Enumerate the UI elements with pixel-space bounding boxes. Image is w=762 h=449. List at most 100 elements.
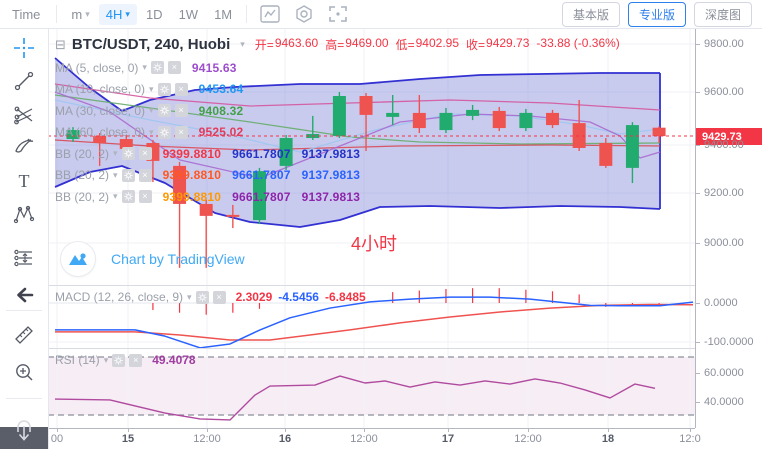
interval-m[interactable]: m ▾ bbox=[71, 6, 90, 22]
version-button[interactable]: 专业版 bbox=[627, 1, 686, 27]
rsi-legend: RSI (14) ▾ × 49.4078 bbox=[55, 353, 196, 367]
chevron-down-icon[interactable]: ▾ bbox=[113, 148, 118, 159]
indicator-label: BB (20, 2) bbox=[55, 146, 110, 161]
interval-1D[interactable]: 1D bbox=[145, 6, 163, 22]
chevron-down-icon: ▾ bbox=[85, 8, 90, 19]
indicator-label: MA (5, close, 0) bbox=[55, 60, 139, 75]
indicator-row: BB (20, 2) ▾ × 9399.8810 9661.7807 9137.9813 bbox=[55, 165, 360, 187]
xabcd-pattern-icon[interactable] bbox=[13, 204, 35, 226]
line-chart-icon[interactable] bbox=[259, 4, 281, 24]
undo-arrow-icon[interactable] bbox=[13, 284, 35, 306]
gear-icon[interactable] bbox=[195, 290, 209, 304]
close-icon[interactable]: × bbox=[138, 147, 152, 161]
chevron-down-icon[interactable]: ▾ bbox=[103, 354, 109, 365]
gann-fib-icon[interactable] bbox=[13, 104, 35, 126]
magnet-button[interactable] bbox=[0, 420, 48, 449]
close-icon[interactable]: × bbox=[212, 290, 226, 304]
drawing-toolbar: T bbox=[0, 28, 49, 449]
price-axis-label: 9600.00 bbox=[704, 86, 744, 98]
gear-icon[interactable] bbox=[121, 168, 135, 182]
fullscreen-icon[interactable] bbox=[327, 4, 349, 24]
close-icon[interactable]: × bbox=[167, 61, 181, 75]
close-icon[interactable]: × bbox=[174, 104, 188, 118]
rsi-label: RSI (14) bbox=[55, 353, 100, 367]
time-axis-label: 15 bbox=[121, 433, 135, 445]
version-button[interactable]: 基本版 bbox=[561, 1, 620, 27]
gear-icon[interactable] bbox=[112, 353, 126, 367]
ohlc-field-value: 9463.60 bbox=[274, 36, 319, 50]
collapse-icon[interactable]: ⊟ bbox=[55, 36, 66, 52]
time-axis-tick bbox=[207, 429, 208, 432]
toolbar-divider bbox=[56, 5, 58, 23]
last-price-badge: 9429.73 bbox=[696, 128, 762, 145]
close-icon[interactable]: × bbox=[129, 353, 143, 367]
chevron-down-icon[interactable]: ▾ bbox=[149, 105, 154, 116]
gear-icon[interactable] bbox=[121, 190, 135, 204]
price-axis-label: 9800.00 bbox=[704, 38, 744, 50]
price-axis-label: 60.0000 bbox=[704, 367, 744, 379]
indicator-value: 9661.7807 bbox=[232, 146, 291, 161]
indicator-row: BB (20, 2) ▾ × 9399.8810 9661.7807 9137.9813 bbox=[55, 143, 360, 165]
close-icon[interactable]: × bbox=[138, 190, 152, 204]
version-button[interactable]: 深度图 bbox=[693, 1, 752, 27]
axis-tick bbox=[696, 402, 700, 403]
gear-icon[interactable] bbox=[157, 82, 171, 96]
tradingview-logo-icon bbox=[60, 241, 96, 277]
pane-separator[interactable] bbox=[48, 285, 695, 286]
interval-1W[interactable]: 1W bbox=[178, 6, 199, 22]
price-axis[interactable]: 9429.73 9800.00 9600.00 9400.00 9200.00 9000… bbox=[695, 28, 762, 428]
chevron-down-icon[interactable]: ▾ bbox=[187, 291, 192, 302]
macd-value: 2.3029 bbox=[235, 290, 273, 304]
toolbar-divider bbox=[246, 5, 248, 23]
tradingview-attribution[interactable]: Chart by TradingView bbox=[60, 241, 245, 277]
brush-icon[interactable] bbox=[13, 135, 35, 157]
crosshair-icon[interactable] bbox=[13, 37, 35, 59]
macd-pane[interactable]: MACD (12, 26, close, 9) ▾ × 2.3029 -4.545… bbox=[48, 285, 695, 348]
time-axis[interactable]: 00 15 12:00 16 12:00 17 12:00 18 12:0 bbox=[48, 428, 701, 449]
indicator-label: BB (20, 2) bbox=[55, 189, 110, 204]
chevron-down-icon[interactable]: ▾ bbox=[113, 169, 118, 180]
price-axis-label: -100.0000 bbox=[704, 336, 754, 348]
time-axis-tick bbox=[448, 429, 449, 432]
forecast-icon[interactable] bbox=[13, 247, 35, 269]
sidebar-divider bbox=[6, 310, 42, 311]
indicator-label: MA (60, close, 0) bbox=[55, 125, 146, 140]
interval-4H[interactable]: 4H ▾ bbox=[98, 3, 137, 25]
svg-text:T: T bbox=[19, 171, 30, 191]
close-icon[interactable]: × bbox=[174, 125, 188, 139]
ohlc-field-label: 开= bbox=[254, 38, 274, 52]
gear-icon[interactable] bbox=[121, 147, 135, 161]
ruler-icon[interactable] bbox=[13, 324, 35, 346]
indicator-row: BB (20, 2) ▾ × 9399.8810 9661.7807 9137.9813 bbox=[55, 186, 360, 208]
ohlc-field-label: 收= bbox=[466, 38, 486, 52]
chevron-down-icon[interactable]: ▾ bbox=[113, 191, 118, 202]
symbol-title[interactable]: BTC/USDT, 240, Huobi bbox=[71, 36, 231, 53]
indicator-value: 9408.32 bbox=[198, 103, 244, 118]
zoom-in-icon[interactable] bbox=[13, 361, 35, 383]
gear-icon[interactable] bbox=[157, 104, 171, 118]
time-axis-tick bbox=[285, 429, 286, 432]
chevron-down-icon[interactable]: ▾ bbox=[149, 126, 154, 137]
close-icon[interactable]: × bbox=[138, 168, 152, 182]
time-axis-label: 18 bbox=[601, 433, 615, 445]
interval-1M[interactable]: 1M bbox=[214, 6, 233, 22]
rsi-pane[interactable]: RSI (14) ▾ × 49.4078 bbox=[48, 348, 695, 428]
trend-line-icon[interactable] bbox=[13, 70, 35, 92]
indicator-hexagon-icon[interactable] bbox=[293, 4, 315, 24]
ohlc-pair: 收= 9429.73 bbox=[466, 36, 529, 53]
chevron-down-icon[interactable]: ▾ bbox=[240, 39, 245, 49]
indicator-value: 9137.9813 bbox=[301, 168, 361, 183]
price-chart-pane[interactable]: ⊟ BTC/USDT, 240, Huobi ▾ 开= 9463.60 高= 9469… bbox=[48, 28, 695, 285]
chevron-down-icon[interactable]: ▾ bbox=[142, 62, 147, 73]
close-icon[interactable]: × bbox=[174, 82, 188, 96]
gear-icon[interactable] bbox=[157, 125, 171, 139]
chevron-down-icon[interactable]: ▾ bbox=[149, 83, 154, 94]
ohlc-field-label: 低= bbox=[395, 38, 415, 52]
pane-separator[interactable] bbox=[48, 348, 695, 349]
time-axis-label: 17 bbox=[441, 433, 455, 445]
indicator-value: 9661.7807 bbox=[232, 189, 291, 204]
ohlc-field-value: 9402.95 bbox=[415, 36, 460, 50]
ohlc-pair: 低= 9402.95 bbox=[396, 36, 459, 53]
gear-icon[interactable] bbox=[150, 61, 164, 75]
text-tool-icon[interactable]: T bbox=[13, 170, 35, 192]
